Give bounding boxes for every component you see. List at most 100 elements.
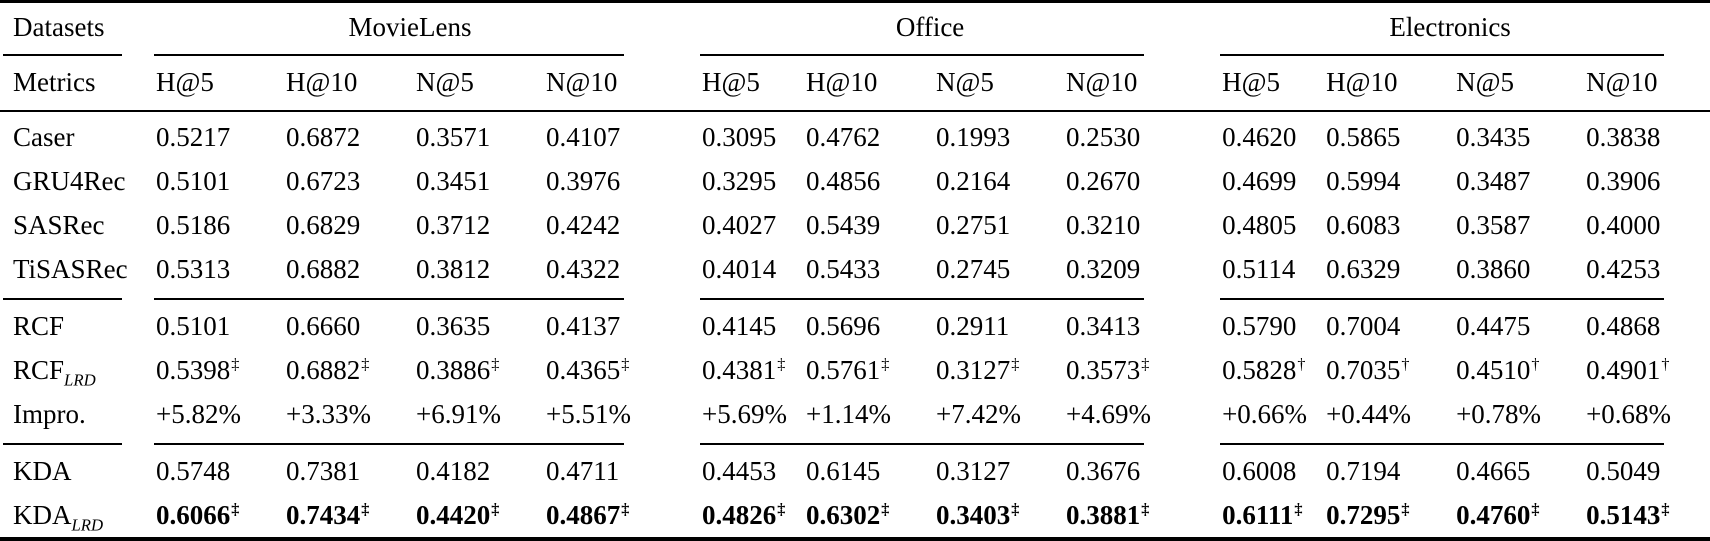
- metric-value-cell: 0.5828†: [1222, 355, 1306, 385]
- model-label: TiSASRec: [13, 254, 128, 284]
- rule-segment: [0, 437, 150, 450]
- rule-segment: [670, 437, 1190, 450]
- metrics-corner-label: Metrics: [13, 67, 96, 97]
- metric-value-cell: 0.4475: [1456, 311, 1531, 341]
- significance-marker: ‡: [1531, 500, 1540, 518]
- metric-value-cell: 0.3451: [416, 166, 491, 196]
- table-row: RCFLRD 0.5398‡ 0.6882‡ 0.3886‡ 0.4365‡ 0.4381…: [0, 349, 1710, 393]
- metric-value-cell: 0.6882: [286, 254, 361, 284]
- metric-value-cell: 0.3906: [1586, 166, 1661, 196]
- metric-value-cell: 0.6872: [286, 122, 361, 152]
- model-label: Caser: [13, 122, 75, 152]
- results-tbody: Caser 0.5217 0.6872 0.3571 0.4107 0.3095 0.476…: [0, 116, 1710, 537]
- metric-value-cell: +1.14%: [806, 399, 892, 429]
- metric-value-cell: 0.7434‡: [286, 500, 370, 530]
- table-header: Datasets MovieLens Office Electronics Me…: [0, 3, 1710, 116]
- metric-value-cell: +3.33%: [286, 399, 371, 429]
- rule-segment: [150, 48, 670, 61]
- group-separator-rule-row: [0, 292, 1710, 305]
- model-label: RCFLRD: [13, 355, 96, 390]
- metric-value-cell: 0.4182: [416, 456, 491, 486]
- significance-marker: ‡: [881, 500, 890, 518]
- metric-value-cell: 0.6302‡: [806, 500, 890, 530]
- metric-value-cell: 0.5439: [806, 210, 881, 240]
- significance-marker: ‡: [1011, 355, 1020, 373]
- significance-marker: ‡: [777, 355, 786, 373]
- metric-value-cell: 0.5049: [1586, 456, 1661, 486]
- metric-value-cell: 0.4867‡: [546, 500, 630, 530]
- metric-value-cell: 0.7004: [1326, 311, 1401, 341]
- metric-value-cell: 0.2670: [1066, 166, 1141, 196]
- metric-header: H@10: [806, 67, 878, 97]
- metric-value-cell: 0.4000: [1586, 210, 1661, 240]
- metric-value-cell: 0.6723: [286, 166, 361, 196]
- metric-value-cell: 0.5313: [156, 254, 231, 284]
- table-row: GRU4Rec 0.5101 0.6723 0.3451 0.3976 0.3295 0.4…: [0, 160, 1710, 204]
- significance-marker: ‡: [231, 355, 240, 373]
- results-table: Datasets MovieLens Office Electronics Me…: [0, 3, 1710, 537]
- metric-value-cell: 0.5217: [156, 122, 231, 152]
- table-row: RCF 0.5101 0.6660 0.3635 0.4137 0.4145 0.5696 0…: [0, 305, 1710, 349]
- dataset-group-name-movielens: MovieLens: [348, 12, 472, 42]
- metric-value-cell: 0.3976: [546, 166, 621, 196]
- metric-value-cell: 0.6882‡: [286, 355, 370, 385]
- metric-value-cell: 0.2745: [936, 254, 1011, 284]
- table-row: KDA 0.5748 0.7381 0.4182 0.4711 0.4453 0.6145 0…: [0, 450, 1710, 494]
- metric-header: H@10: [286, 67, 358, 97]
- metric-value-cell: 0.3838: [1586, 122, 1661, 152]
- rule-full: [0, 105, 1710, 116]
- metric-value-cell: 0.5101: [156, 166, 231, 196]
- metric-value-cell: +6.91%: [416, 399, 501, 429]
- metric-value-cell: 0.4322: [546, 254, 621, 284]
- significance-marker: ‡: [777, 500, 786, 518]
- table-row: SASRec 0.5186 0.6829 0.3712 0.4242 0.4027 0.54…: [0, 204, 1710, 248]
- dataset-group-name-electronics: Electronics: [1389, 12, 1511, 42]
- metric-value-cell: 0.3127: [936, 456, 1011, 486]
- table-row: Impro. +5.82% +3.33% +6.91% +5.51% +5.69% +1.1…: [0, 393, 1710, 437]
- metric-value-cell: 0.3712: [416, 210, 491, 240]
- significance-marker: ‡: [1661, 500, 1670, 518]
- metric-value-cell: 0.4014: [702, 254, 777, 284]
- metric-header: N@5: [1456, 67, 1514, 97]
- significance-marker: †: [1661, 355, 1670, 373]
- metric-value-cell: 0.4365‡: [546, 355, 630, 385]
- metric-value-cell: 0.4856: [806, 166, 881, 196]
- metric-header: H@5: [156, 67, 214, 97]
- significance-marker: ‡: [881, 355, 890, 373]
- dataset-group-name-office: Office: [895, 12, 965, 42]
- model-label: GRU4Rec: [13, 166, 126, 196]
- significance-marker: ‡: [1141, 355, 1150, 373]
- metric-value-cell: 0.3571: [416, 122, 491, 152]
- rule-segment: [1190, 48, 1710, 61]
- metric-value-cell: 0.2751: [936, 210, 1011, 240]
- metric-value-cell: 0.5748: [156, 456, 231, 486]
- metric-value-cell: 0.4762: [806, 122, 881, 152]
- metric-value-cell: 0.3127‡: [936, 355, 1020, 385]
- datasets-corner-label: Datasets: [13, 12, 105, 42]
- metric-value-cell: 0.4620: [1222, 122, 1297, 152]
- group-separator-rule-row: [0, 437, 1710, 450]
- significance-marker: ‡: [361, 355, 370, 373]
- metric-header: N@5: [936, 67, 994, 97]
- header-bottom-rule: [0, 105, 1710, 116]
- significance-marker: ‡: [621, 355, 630, 373]
- metric-value-cell: +5.69%: [702, 399, 788, 429]
- metric-value-cell: 0.4826‡: [702, 500, 786, 530]
- metric-value-cell: 0.4242: [546, 210, 621, 240]
- metric-value-cell: 0.1993: [936, 122, 1011, 152]
- significance-marker: †: [1297, 355, 1306, 373]
- metric-value-cell: 0.5143‡: [1586, 500, 1670, 530]
- metric-value-cell: 0.3487: [1456, 166, 1531, 196]
- metric-value-cell: +0.66%: [1222, 399, 1308, 429]
- metric-value-cell: 0.3210: [1066, 210, 1141, 240]
- header-midrule-row: [0, 48, 1710, 61]
- metric-value-cell: 0.5398‡: [156, 355, 240, 385]
- table-row: TiSASRec 0.5313 0.6882 0.3812 0.4322 0.4014 0.…: [0, 248, 1710, 292]
- metric-value-cell: +0.44%: [1326, 399, 1412, 429]
- model-label: KDALRD: [13, 500, 104, 535]
- metric-value-cell: 0.5186: [156, 210, 231, 240]
- metric-header: N@5: [416, 67, 474, 97]
- metric-value-cell: 0.7381: [286, 456, 361, 486]
- table-row: Caser 0.5217 0.6872 0.3571 0.4107 0.3095 0.476…: [0, 116, 1710, 160]
